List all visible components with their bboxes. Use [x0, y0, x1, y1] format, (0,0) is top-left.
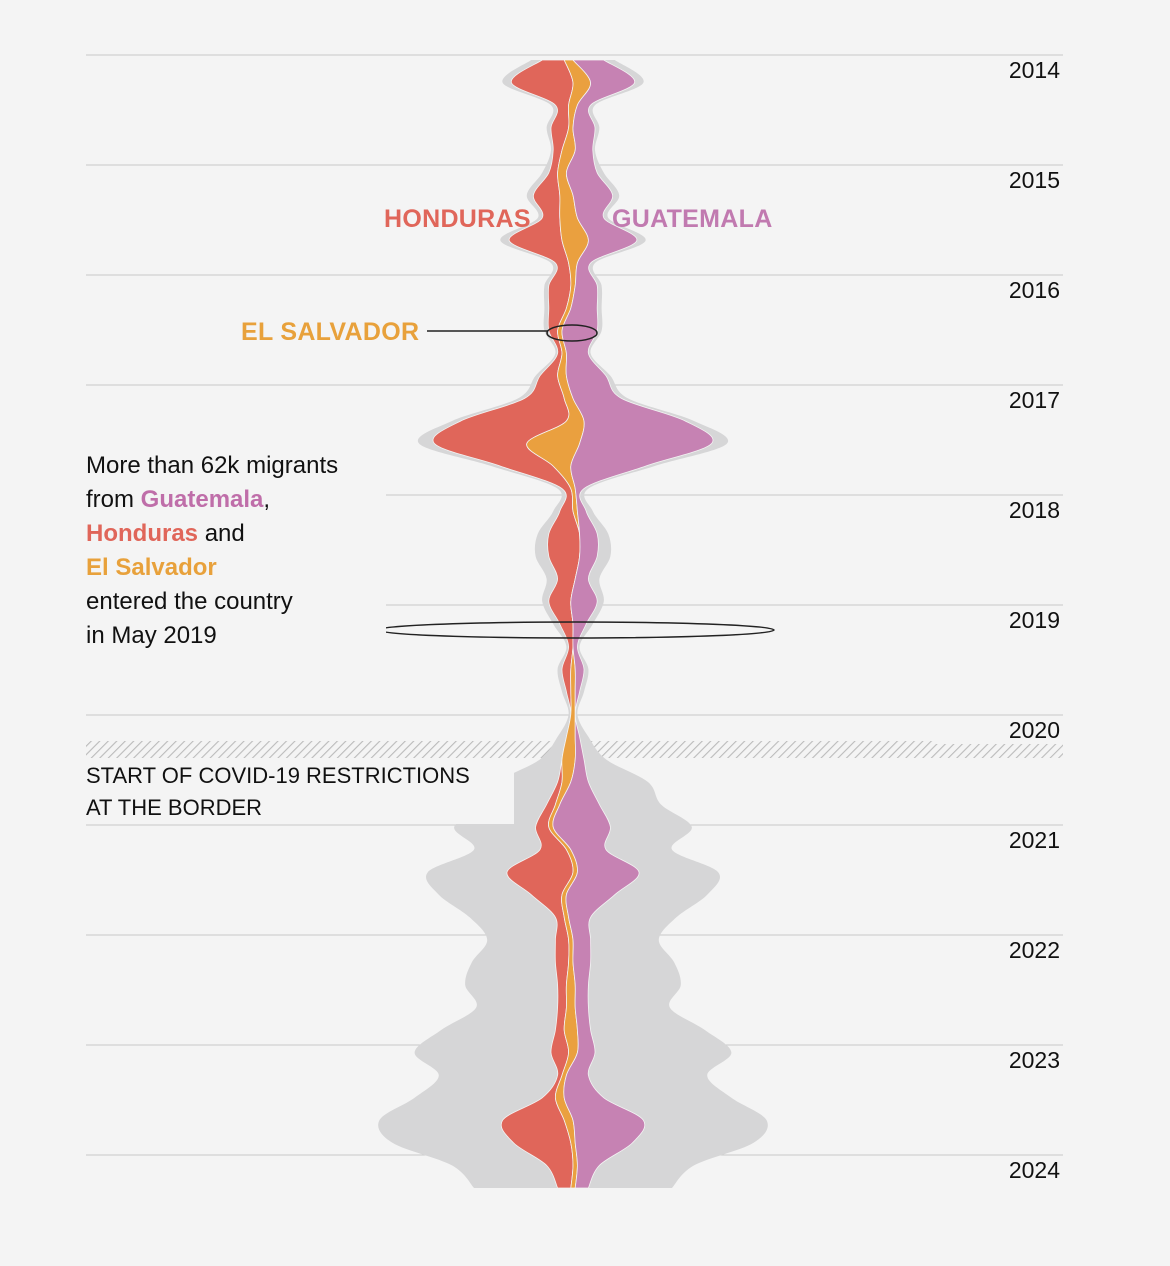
stream-layers — [378, 59, 768, 1189]
peak-annotation: More than 62k migrants from Guatemala, H… — [86, 449, 386, 653]
annotation-el-salvador: El Salvador — [86, 554, 217, 581]
year-label-2016: 2016 — [934, 277, 1060, 304]
year-label-2021: 2021 — [934, 827, 1060, 854]
el-salvador-ring — [546, 324, 598, 342]
covid-restrictions-note: START OF COVID-19 RESTRICTIONS AT THE BO… — [86, 760, 514, 824]
year-label-2024: 2024 — [934, 1157, 1060, 1184]
year-label-2023: 2023 — [934, 1047, 1060, 1074]
annotation-line6: in May 2019 — [86, 622, 217, 649]
covid-note-line1: START OF COVID-19 RESTRICTIONS — [86, 763, 470, 788]
label-el-salvador: EL SALVADOR — [241, 318, 420, 346]
year-label-2018: 2018 — [934, 497, 1060, 524]
label-guatemala: GUATEMALA — [612, 205, 773, 233]
annotation-line1: More than 62k migrants — [86, 452, 339, 479]
annotation-guatemala: Guatemala — [140, 486, 264, 513]
annotation-honduras: Honduras — [86, 520, 199, 547]
year-label-2020: 2020 — [934, 717, 1060, 744]
stream-guatemala — [552, 59, 714, 1189]
year-label-2022: 2022 — [934, 937, 1060, 964]
label-honduras: HONDURAS — [384, 205, 531, 233]
year-label-2014: 2014 — [934, 57, 1060, 84]
annotation-from: from — [86, 486, 134, 513]
year-label-2019: 2019 — [934, 607, 1060, 634]
annotation-line5: entered the country — [86, 588, 293, 615]
year-label-2017: 2017 — [934, 387, 1060, 414]
annotation-comma: , — [263, 486, 271, 513]
annotation-and: and — [204, 520, 245, 547]
year-label-2015: 2015 — [934, 167, 1060, 194]
covid-note-line2: AT THE BORDER — [86, 795, 263, 820]
